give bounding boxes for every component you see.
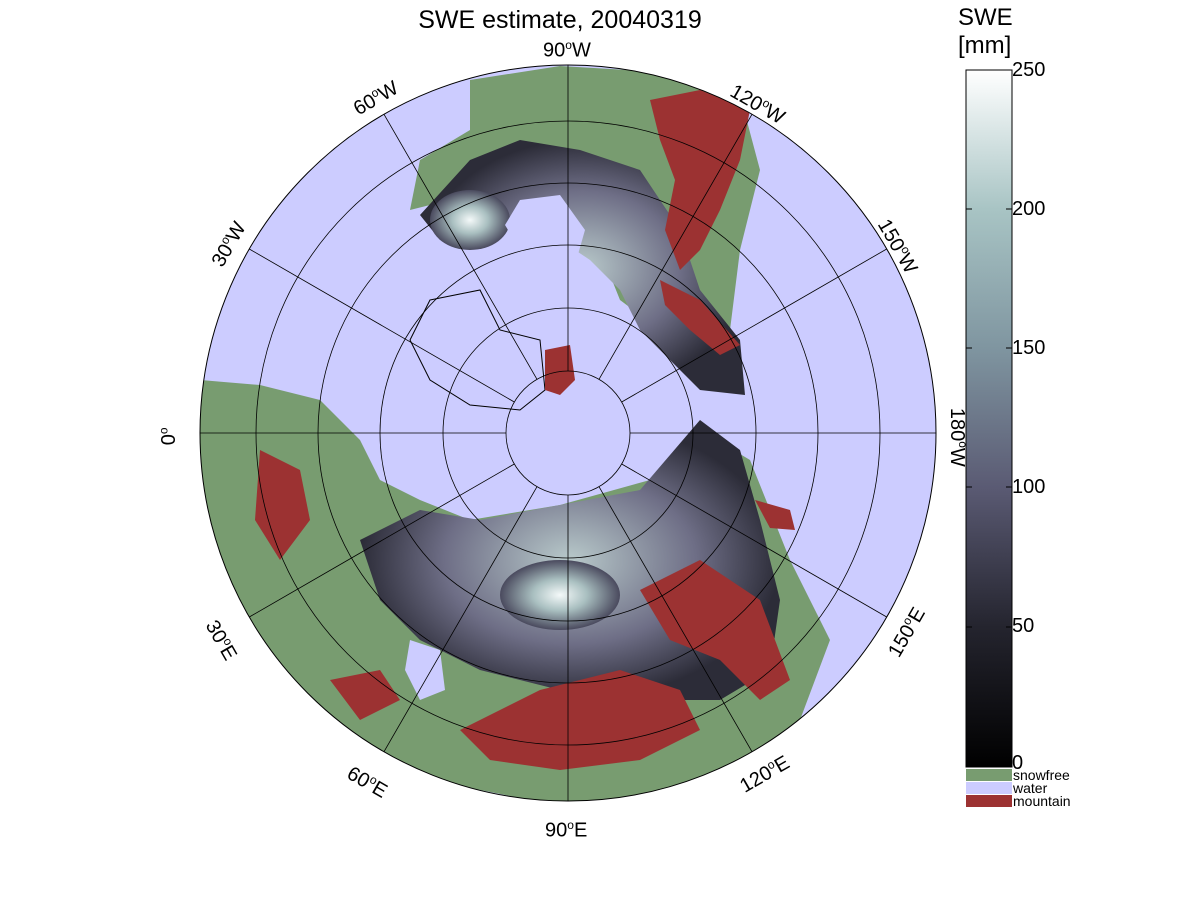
arctic-islands-mountain: [545, 345, 575, 395]
lon-90e-value: 90: [545, 819, 568, 842]
colorbar-title-line1: SWE: [958, 4, 1013, 31]
meridian-line-4: [383, 486, 538, 752]
central-asia-mountain: [460, 670, 700, 770]
land-layer: [200, 66, 830, 801]
legend-swatch-mountain: [966, 795, 1012, 807]
lon-label-90w: 90oW: [543, 38, 591, 62]
scandinavia-mountain: [255, 450, 310, 560]
legend-swatch-water: [966, 782, 1012, 794]
lon-label-0: 0o: [156, 427, 181, 446]
alaska-mountain: [660, 280, 740, 355]
colorbar-ticks: [966, 69, 1012, 628]
snow-peak-siberia: [500, 560, 620, 630]
kamchatka-mountain: [755, 500, 795, 530]
lon-label-180w: 180oW: [946, 407, 970, 467]
colorbar-tick-0: 0: [1012, 752, 1024, 774]
snow-peak-labrador: [430, 190, 510, 250]
colorbar-tick-50: 50: [1012, 615, 1035, 637]
meridian-line-11: [621, 248, 887, 403]
meridian-line-5: [249, 463, 515, 618]
lon-90e-suffix: E: [573, 819, 588, 842]
graticule: [200, 65, 936, 801]
map-frame: [199, 64, 937, 802]
lon-0-value: 0: [158, 434, 181, 446]
colorbar-tick-100: 100: [1012, 476, 1046, 498]
meridian-line-10: [598, 114, 753, 380]
lon-label-90e: 90oE: [545, 818, 588, 842]
colorbar-tick-150: 150: [1012, 337, 1046, 359]
meridian-line-7: [249, 248, 515, 403]
lon-90w-suffix: W: [571, 39, 591, 62]
colorbar-tick-200: 200: [1012, 198, 1046, 220]
lon-180w-suffix: W: [946, 447, 969, 467]
colorbar-title-line2: [mm]: [958, 32, 1012, 59]
lon-90w-value: 90: [543, 39, 566, 62]
colorbar-gradient: [965, 69, 1013, 768]
legend-label-water: water: [1013, 780, 1048, 796]
figure-title: SWE estimate, 20040319: [418, 6, 702, 34]
meridian-line-8: [383, 114, 538, 380]
eastern-siberia-mountain: [640, 560, 790, 700]
caspian-sea: [405, 640, 445, 700]
meridian-line-1: [621, 463, 887, 618]
rockies-mountain: [650, 90, 750, 270]
legend-swatch-snowfree: [966, 769, 1012, 781]
hudson-bay: [505, 195, 585, 270]
lon-180w-value: 180: [946, 407, 969, 442]
meridian-line-2: [598, 486, 753, 752]
colorbar-tick-250: 250: [1012, 59, 1046, 81]
greenland: [409, 289, 546, 411]
legend-label-mountain: mountain: [1013, 793, 1071, 809]
caucasus-mountain: [330, 670, 400, 720]
legend-label-snowfree: snowfree: [1013, 767, 1070, 783]
